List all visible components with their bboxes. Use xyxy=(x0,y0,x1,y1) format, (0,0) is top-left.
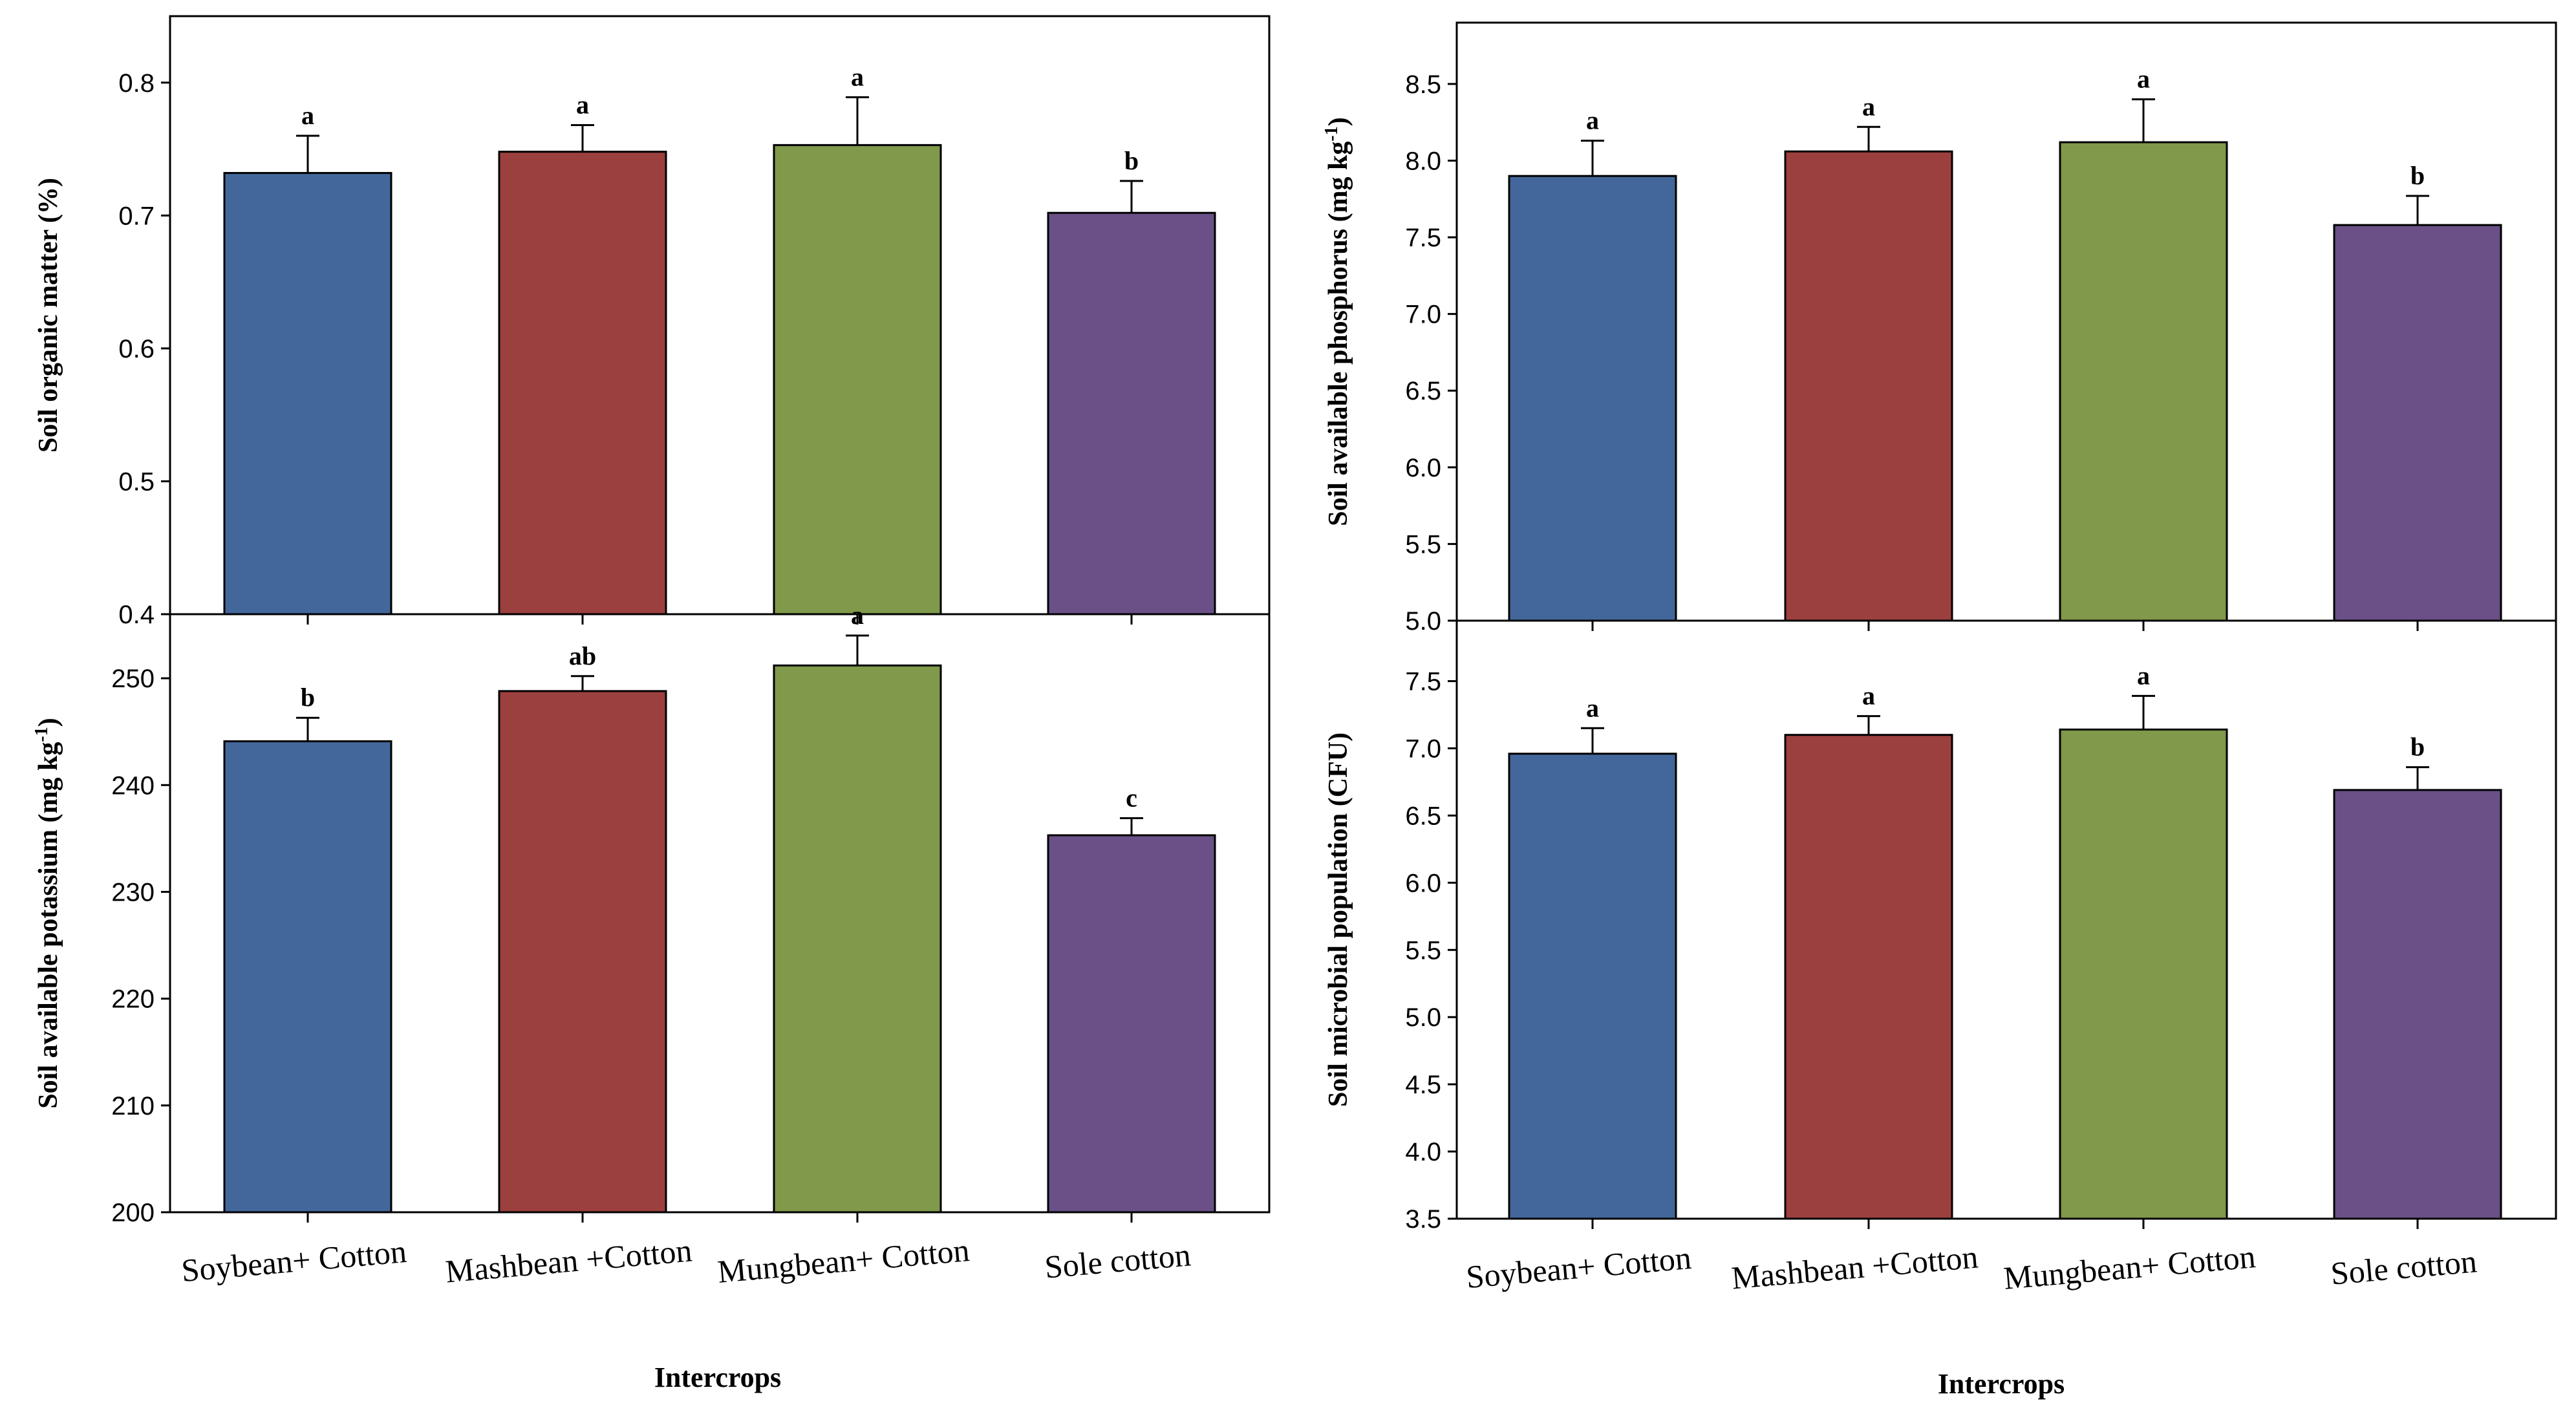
y-axis-label: Soil microbial population (CFU) xyxy=(1324,733,1353,1107)
y-tick-label: 6.0 xyxy=(1405,869,1441,897)
right-x-axis-title: Intercrops xyxy=(1938,1368,2065,1400)
y-tick-label: 7.5 xyxy=(1405,224,1441,252)
y-tick-label: 6.0 xyxy=(1405,454,1441,482)
y-tick-label: 7.0 xyxy=(1405,301,1441,329)
bar xyxy=(1784,734,1953,1220)
bar xyxy=(498,690,667,1214)
significance-label: b xyxy=(1124,146,1139,175)
bar xyxy=(773,144,942,615)
plot-frame xyxy=(169,613,1271,1214)
y-axis-label: Soil organic matter (%) xyxy=(34,178,63,453)
y-tick-label: 5.0 xyxy=(1405,1003,1441,1032)
y-tick-label: 5.5 xyxy=(1405,936,1441,965)
x-tick-label: Mashbean +Cotton xyxy=(1730,1239,1980,1296)
bar xyxy=(223,172,392,615)
bar xyxy=(2059,141,2228,622)
significance-label: a xyxy=(2137,661,2150,690)
bar xyxy=(1508,753,1677,1220)
chart-panel-2: 5.0 5.5 6.0 6.5 7.0 7.5 8.0 8.5 Soil available p… xyxy=(1322,21,2557,636)
chart-panel-4: 3.5 4.0 4.5 5.0 5.5 6.0 6.5 7.0 7.5 Soil microbia… xyxy=(1324,619,2557,1296)
y-axis-label: Soil available potassium (mg kg-1) xyxy=(32,718,64,1108)
y-tick-label: 7.5 xyxy=(1405,668,1441,696)
bar xyxy=(2333,224,2502,622)
chart-panel-1: 0.4 0.5 0.6 0.7 0.8 Soil organic matter (%) a a… xyxy=(34,15,1271,629)
bar xyxy=(773,664,942,1214)
y-tick-label: 210 xyxy=(111,1092,155,1120)
x-tick-label: Mashbean +Cotton xyxy=(444,1232,694,1290)
bar xyxy=(223,740,392,1214)
y-tick-label: 5.0 xyxy=(1405,607,1441,636)
y-tick-label: 8.0 xyxy=(1405,147,1441,175)
bar xyxy=(1508,175,1677,622)
y-tick-label: 6.5 xyxy=(1405,377,1441,405)
significance-label: b xyxy=(2410,161,2425,190)
significance-label: b xyxy=(2410,733,2425,762)
plot-frame xyxy=(1455,619,2557,1220)
significance-label: a xyxy=(851,601,864,630)
significance-label: a xyxy=(1862,681,1875,711)
y-tick-label: 240 xyxy=(111,771,155,800)
significance-label: a xyxy=(1862,92,1875,121)
significance-label: b xyxy=(301,683,315,712)
x-tick-label: Sole cotton xyxy=(1043,1236,1192,1285)
x-tick-label: Mungbean+ Cotton xyxy=(2002,1238,2257,1296)
y-tick-label: 0.6 xyxy=(118,335,155,363)
y-tick-label: 220 xyxy=(111,985,155,1014)
bar xyxy=(1047,211,1216,615)
y-tick-label: 0.8 xyxy=(118,69,155,98)
bar xyxy=(498,151,667,615)
significance-label: c xyxy=(1126,783,1137,812)
y-tick-label: 0.5 xyxy=(118,467,155,496)
bar xyxy=(1047,834,1216,1214)
y-tick-label: 0.4 xyxy=(118,601,155,629)
bar xyxy=(2059,728,2228,1220)
y-tick-label: 200 xyxy=(111,1199,155,1227)
y-axis-label: Soil available phosphorus (mg kg-1) xyxy=(1322,117,1354,526)
x-tick-label: Soybean+ Cotton xyxy=(1465,1239,1693,1295)
y-tick-label: 8.5 xyxy=(1405,70,1441,99)
left-x-axis-title: Intercrops xyxy=(654,1362,781,1393)
significance-label: ab xyxy=(569,641,596,670)
y-tick-label: 4.5 xyxy=(1405,1071,1441,1099)
y-tick-label: 0.7 xyxy=(118,202,155,230)
x-tick-label: Mungbean+ Cotton xyxy=(716,1232,971,1290)
bar xyxy=(2333,789,2502,1220)
chart-panels: 0.4 0.5 0.6 0.7 0.8 Soil organic matter (%) a a… xyxy=(32,15,2557,1296)
y-tick-label: 3.5 xyxy=(1405,1205,1441,1234)
significance-label: a xyxy=(576,91,589,120)
chart-panel-3: 200 210 220 230 240 250 Soil available potassi… xyxy=(32,601,1271,1290)
y-tick-label: 5.5 xyxy=(1405,530,1441,559)
x-tick-label: Soybean+ Cotton xyxy=(180,1233,408,1289)
y-tick-label: 230 xyxy=(111,878,155,906)
y-tick-label: 4.0 xyxy=(1405,1138,1441,1166)
y-tick-label: 250 xyxy=(111,665,155,693)
significance-label: a xyxy=(301,101,314,130)
y-tick-label: 7.0 xyxy=(1405,734,1441,763)
y-tick-label: 6.5 xyxy=(1405,802,1441,830)
bar xyxy=(1784,150,1953,622)
significance-label: a xyxy=(2137,65,2150,94)
x-tick-label: Sole cotton xyxy=(2329,1243,2478,1292)
significance-label: a xyxy=(851,62,864,91)
significance-label: a xyxy=(1586,693,1599,722)
significance-label: a xyxy=(1586,106,1599,135)
